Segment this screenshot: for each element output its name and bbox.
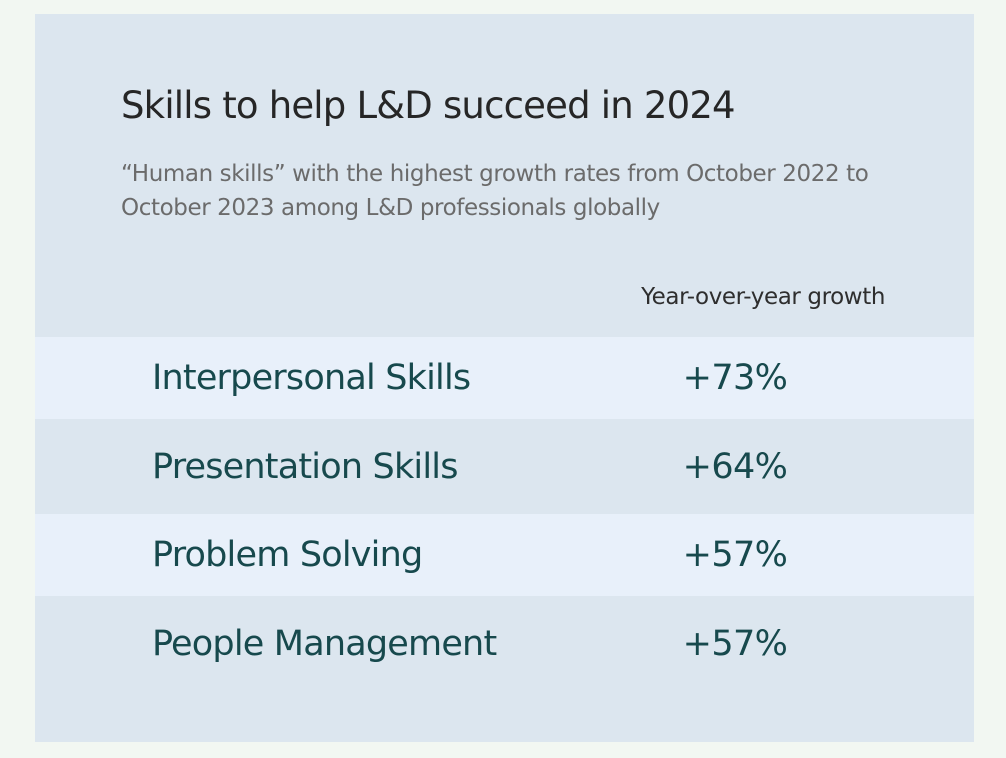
row-label: Presentation Skills [152,446,458,487]
row-label: People Management [152,623,497,664]
row-value: +64% [682,446,788,487]
table-row-problem-solving: Problem Solving +57% [35,514,974,596]
skills-table: Interpersonal Skills +73% Presentation S… [35,337,974,691]
row-value: +57% [682,623,788,664]
column-header-growth: Year-over-year growth [641,284,885,310]
table-row-people-management: People Management +57% [35,596,974,691]
row-value: +73% [682,358,788,398]
chart-card: Skills to help L&D succeed in 2024 “Huma… [35,14,974,742]
row-value: +57% [682,535,788,575]
row-label: Problem Solving [152,535,423,575]
chart-title: Skills to help L&D succeed in 2024 [121,84,736,127]
row-label: Interpersonal Skills [152,358,471,398]
table-row-presentation-skills: Presentation Skills +64% [35,419,974,514]
table-row-interpersonal-skills: Interpersonal Skills +73% [35,337,974,419]
chart-subtitle: “Human skills” with the highest growth r… [121,161,869,221]
